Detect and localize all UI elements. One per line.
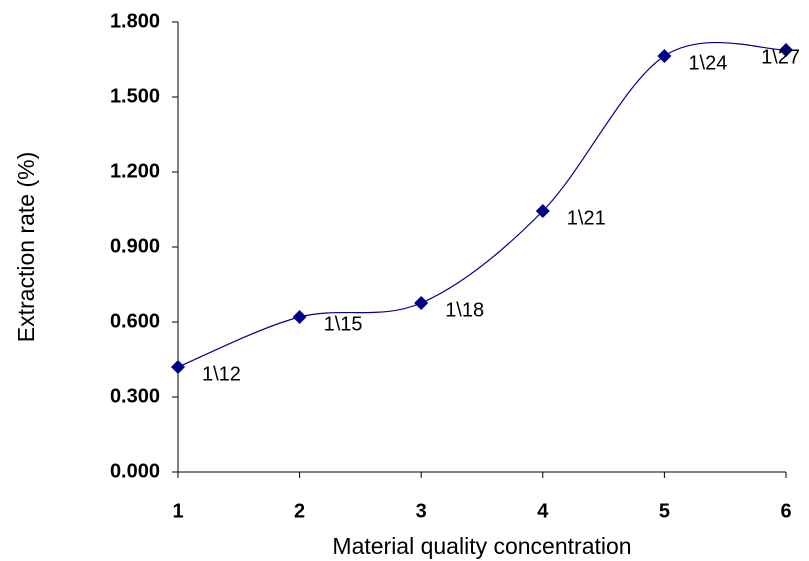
x-tick-label: 1 <box>172 500 183 522</box>
point-label: 1\27 <box>761 46 800 68</box>
data-point <box>171 360 185 374</box>
data-point <box>657 49 672 63</box>
y-tick-label: 0.600 <box>110 310 160 332</box>
data-point <box>779 43 793 57</box>
x-axis-title: Material quality concentration <box>332 533 631 559</box>
point-label: 1\24 <box>688 52 727 74</box>
y-tick-label: 0.900 <box>110 235 160 257</box>
x-tick-label: 5 <box>659 500 670 522</box>
x-tick-label: 3 <box>416 500 427 522</box>
data-point <box>535 204 550 218</box>
x-tick-label: 4 <box>537 500 549 522</box>
data-point <box>292 310 307 324</box>
y-tick-label: 1.500 <box>110 85 160 107</box>
y-tick-label: 0.000 <box>110 460 160 482</box>
data-point <box>414 296 429 310</box>
point-label: 1\12 <box>202 363 241 385</box>
x-tick-label: 2 <box>294 500 305 522</box>
point-label: 1\21 <box>567 207 606 229</box>
y-tick-label: 0.300 <box>110 385 160 407</box>
data-line <box>177 42 787 368</box>
y-tick-label: 1.200 <box>110 160 160 182</box>
point-label: 1\18 <box>445 299 484 321</box>
point-label: 1\15 <box>324 313 363 335</box>
x-tick-label: 6 <box>780 500 791 522</box>
y-tick-label: 1.800 <box>110 10 160 32</box>
y-axis-title: Extraction rate (%) <box>13 152 39 342</box>
